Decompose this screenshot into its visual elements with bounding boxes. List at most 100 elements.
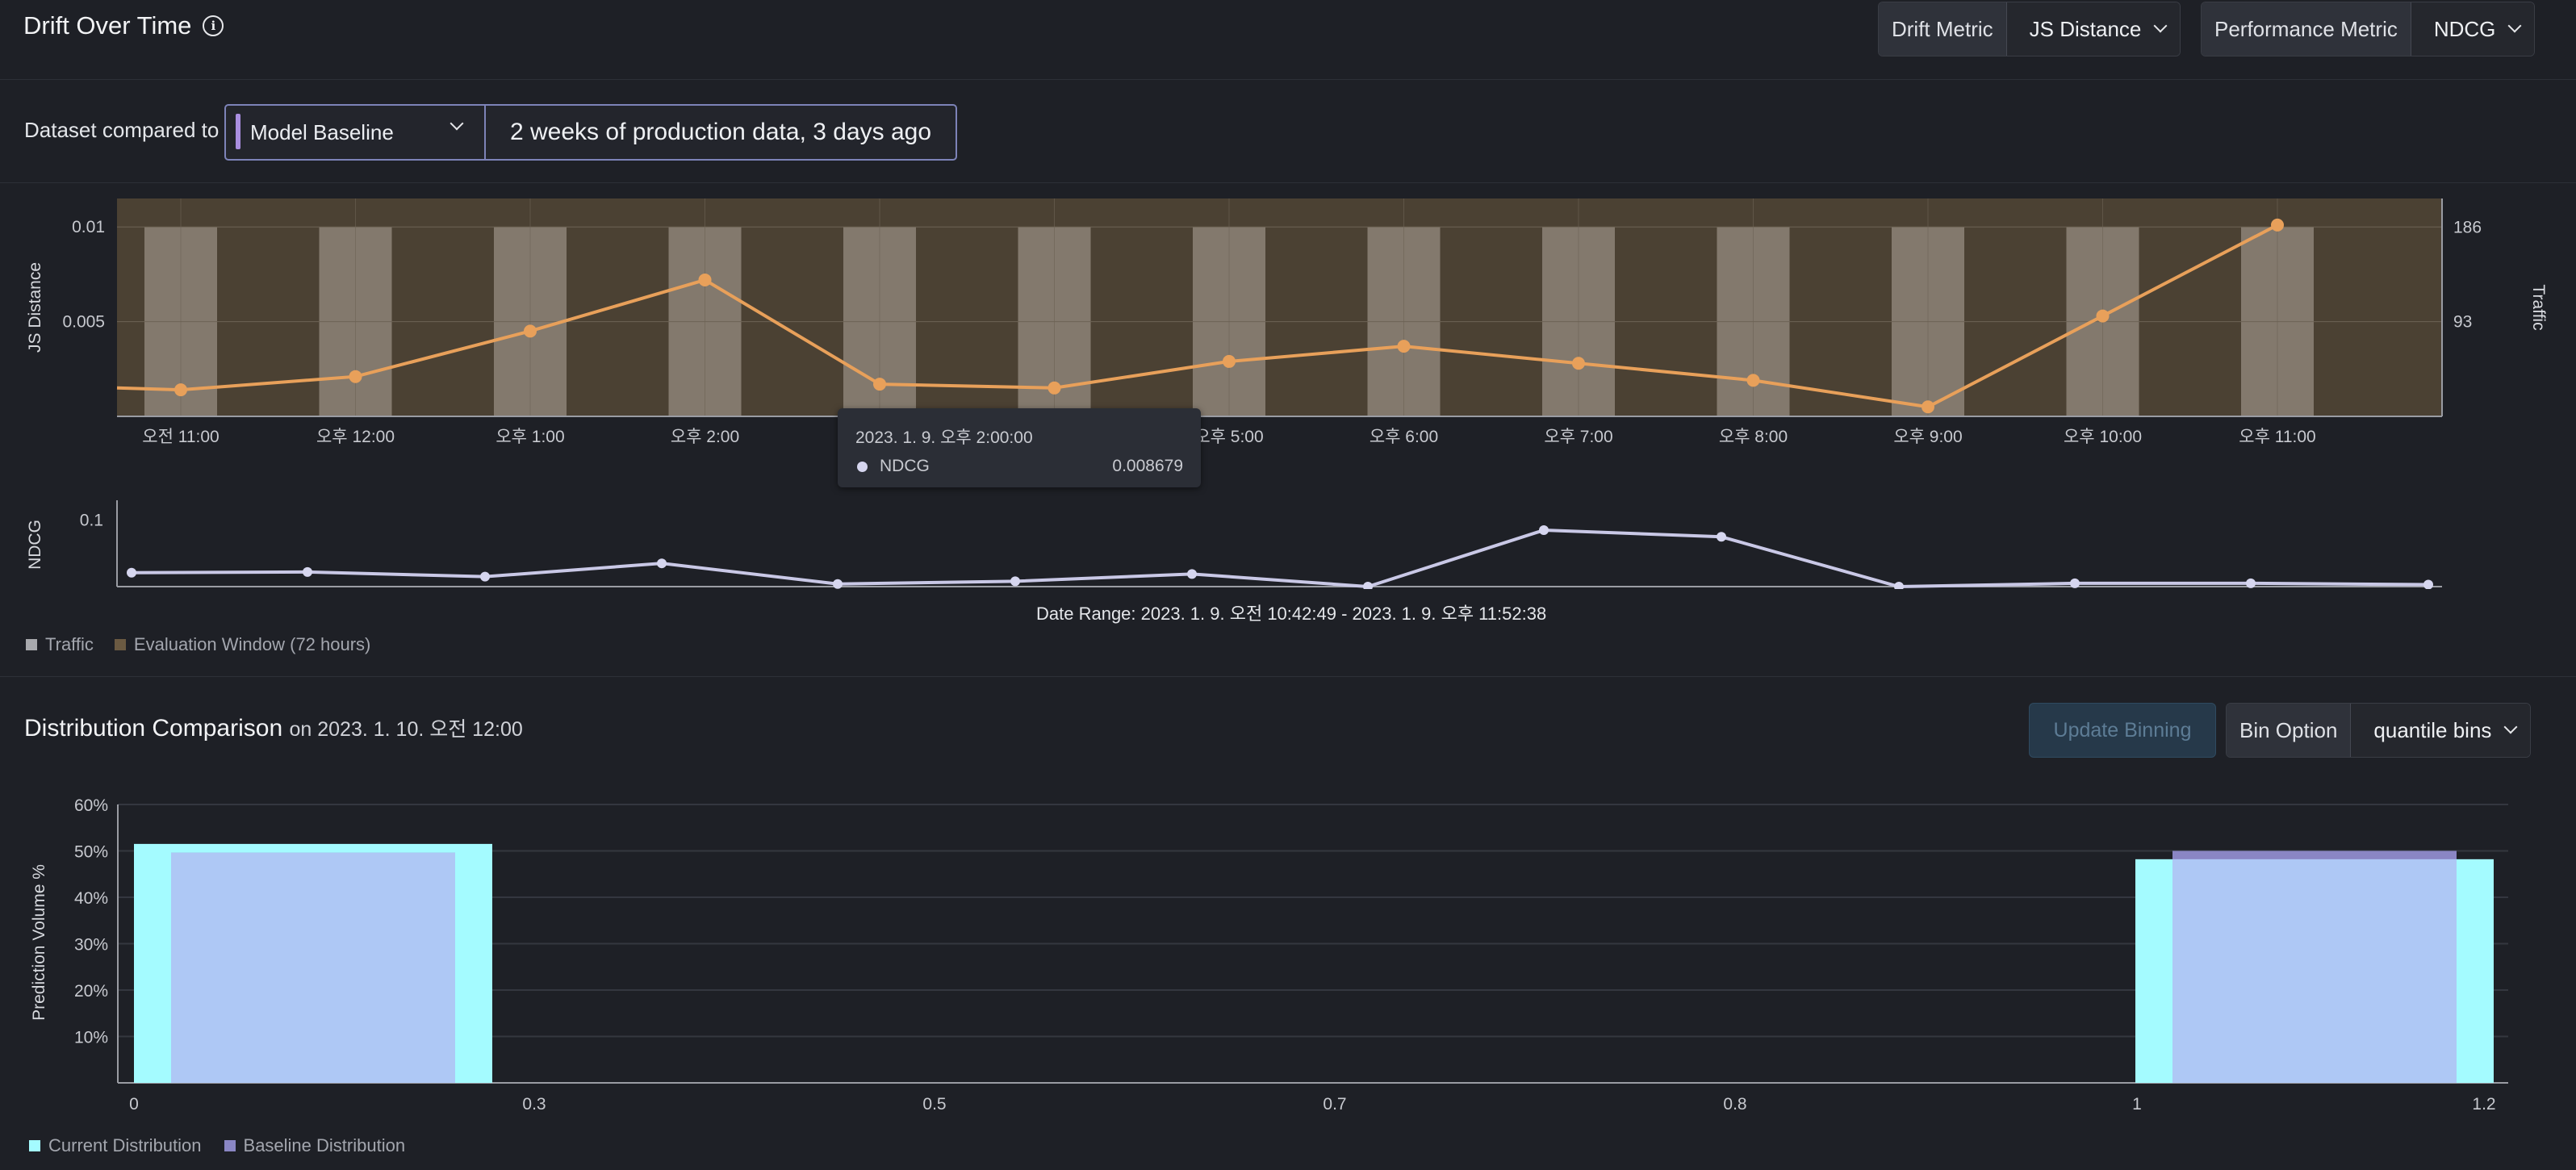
legend-evaluation-window[interactable]: Evaluation Window (72 hours)	[133, 634, 371, 654]
js-distance-point	[1746, 374, 1760, 387]
x-tick-label: 오후 11:00	[2239, 428, 2315, 446]
y2-tick-label: 186	[2453, 218, 2482, 236]
x-tick-label: 오후 12:00	[316, 428, 395, 446]
bin-option-value[interactable]: quantile bins	[2351, 704, 2531, 757]
drift-metric-value[interactable]: JS Distance	[2006, 2, 2181, 56]
chevron-down-icon	[450, 116, 464, 131]
drift-metric-select[interactable]: Drift Metric JS Distance	[1878, 2, 2181, 56]
drift-chart[interactable]: JS Distance Traffic 0.01 0.005 186 93 오전 11:…	[0, 182, 2576, 513]
x-tick-label: 오전 11:00	[142, 428, 219, 446]
x-tick-label: 오후 8:00	[1719, 428, 1788, 446]
x-tick-label: 오후 9:00	[1893, 428, 1962, 446]
js-distance-point	[1922, 400, 1934, 414]
chevron-down-icon	[2503, 720, 2518, 734]
ndcg-chart[interactable]: NDCG 0.1	[0, 492, 2576, 589]
distribution-legend: Current Distribution Baseline Distributi…	[29, 1135, 405, 1156]
ndcg-point	[127, 567, 136, 578]
y-tick-label: 0.01	[72, 218, 105, 236]
y-tick-label: 40%	[74, 889, 108, 908]
drift-plot-area: 0.01 0.005 186 93 오전 11:00 오후 12:00 오후 1:00 오후 …	[62, 198, 2482, 446]
window-swatch	[114, 639, 126, 650]
y-tick-label: 0.005	[62, 313, 105, 332]
ndcg-line	[131, 529, 2429, 589]
ndcg-point	[1363, 582, 1373, 589]
overlap-bar	[171, 852, 455, 1083]
dataset-description: 2 weeks of production data, 3 days ago	[510, 119, 932, 145]
divider	[0, 676, 2576, 677]
x-tick-label: 0.3	[522, 1095, 546, 1114]
dataset-compared-label: Dataset compared to	[24, 118, 220, 142]
ndcg-point	[2070, 578, 2080, 588]
chevron-down-icon	[2507, 19, 2522, 33]
ndcg-point	[1539, 525, 1549, 536]
distribution-chart[interactable]: Prediction Volume % 60% 50% 40% 30% 20% 10% 0 0…	[0, 783, 2576, 1122]
y-tick-label: 30%	[74, 936, 108, 955]
overlap-bar	[2172, 859, 2457, 1083]
dataset-comparison-box: Model Baseline 2 weeks of production dat…	[224, 104, 958, 161]
drift-chart-y2label: Traffic	[2529, 284, 2548, 330]
js-distance-point	[174, 383, 187, 397]
js-distance-point	[698, 273, 712, 286]
ndcg-point	[1894, 582, 1904, 589]
x-tick-label: 0	[129, 1095, 139, 1114]
distribution-ylabel: Prediction Volume %	[30, 864, 48, 1021]
ndcg-point	[657, 558, 667, 569]
js-distance-point	[1397, 340, 1411, 353]
baseline-select[interactable]: Model Baseline	[226, 106, 486, 159]
drift-chart-ylabel: JS Distance	[26, 262, 44, 353]
x-tick-label: 0.5	[922, 1095, 946, 1114]
legend-current[interactable]: Current Distribution	[48, 1135, 202, 1155]
y-tick-label: 0.1	[80, 512, 103, 530]
bin-option-select[interactable]: Bin Option quantile bins	[2226, 703, 2532, 758]
legend-baseline[interactable]: Baseline Distribution	[243, 1135, 406, 1155]
ndcg-point	[1717, 532, 1726, 542]
x-tick-label: 오후 5:00	[1194, 428, 1263, 446]
current-swatch	[29, 1140, 40, 1151]
x-tick-label: 1	[2132, 1095, 2142, 1114]
ndcg-point	[833, 579, 843, 589]
js-distance-point	[1223, 354, 1236, 368]
x-tick-label: 1.2	[2472, 1095, 2495, 1114]
distribution-plot-area: 60% 50% 40% 30% 20% 10% 0 0.3 0.5 0.7 0.8 1 1.2	[74, 796, 2508, 1114]
x-tick-label: 0.7	[1323, 1095, 1346, 1114]
distribution-title: Distribution Comparison on 2023. 1. 10. …	[24, 713, 523, 742]
chart-tooltip: 2023. 1. 9. 오후 2:00:00 NDCG 0.008679	[838, 408, 1201, 487]
ndcg-point	[2246, 578, 2256, 588]
update-binning-button[interactable]: Update Binning	[2029, 703, 2216, 758]
info-icon[interactable]: i	[203, 15, 224, 36]
tooltip-date: 2023. 1. 9. 오후 2:00:00	[855, 428, 1033, 447]
js-distance-point	[1048, 381, 1061, 395]
drift-legend: Traffic Evaluation Window (72 hours)	[26, 634, 370, 655]
js-distance-point	[349, 370, 362, 383]
x-tick-label: 오후 7:00	[1544, 428, 1612, 446]
bin-option-label: Bin Option	[2227, 704, 2352, 757]
performance-metric-select[interactable]: Performance Metric NDCG	[2201, 2, 2536, 56]
performance-metric-value[interactable]: NDCG	[2411, 2, 2535, 56]
date-range: Date Range: 2023. 1. 9. 오전 10:42:49 - 20…	[1036, 604, 1547, 624]
tooltip-value: 0.008679	[1112, 457, 1183, 475]
x-tick-label: 0.8	[1723, 1095, 1746, 1114]
ndcg-point	[1187, 569, 1197, 579]
baseline-select-value: Model Baseline	[250, 119, 394, 144]
x-tick-label: 오후 1:00	[496, 428, 564, 446]
distribution-subtitle: on 2023. 1. 10. 오전 12:00	[289, 718, 523, 741]
js-distance-point	[1572, 357, 1585, 370]
distribution-title-text: Distribution Comparison	[24, 715, 283, 742]
divider	[0, 182, 2576, 183]
js-distance-point	[524, 324, 537, 338]
legend-traffic[interactable]: Traffic	[45, 634, 94, 654]
x-tick-label: 오후 10:00	[2064, 428, 2142, 446]
baseline-swatch	[224, 1140, 236, 1151]
bin-option-value-text: quantile bins	[2373, 717, 2492, 742]
y2-tick-label: 93	[2453, 313, 2472, 332]
x-tick-label: 오후 6:00	[1370, 428, 1438, 446]
drift-metric-value-text: JS Distance	[2029, 16, 2142, 41]
tooltip-series-dot	[857, 462, 868, 472]
drift-metric-label: Drift Metric	[1879, 2, 2007, 56]
x-tick-label: 오후 2:00	[671, 428, 739, 446]
y-tick-label: 50%	[74, 843, 108, 862]
js-distance-line	[116, 224, 2278, 409]
y-tick-label: 60%	[74, 796, 108, 815]
chevron-down-icon	[2153, 19, 2168, 33]
performance-metric-label: Performance Metric	[2202, 2, 2411, 56]
